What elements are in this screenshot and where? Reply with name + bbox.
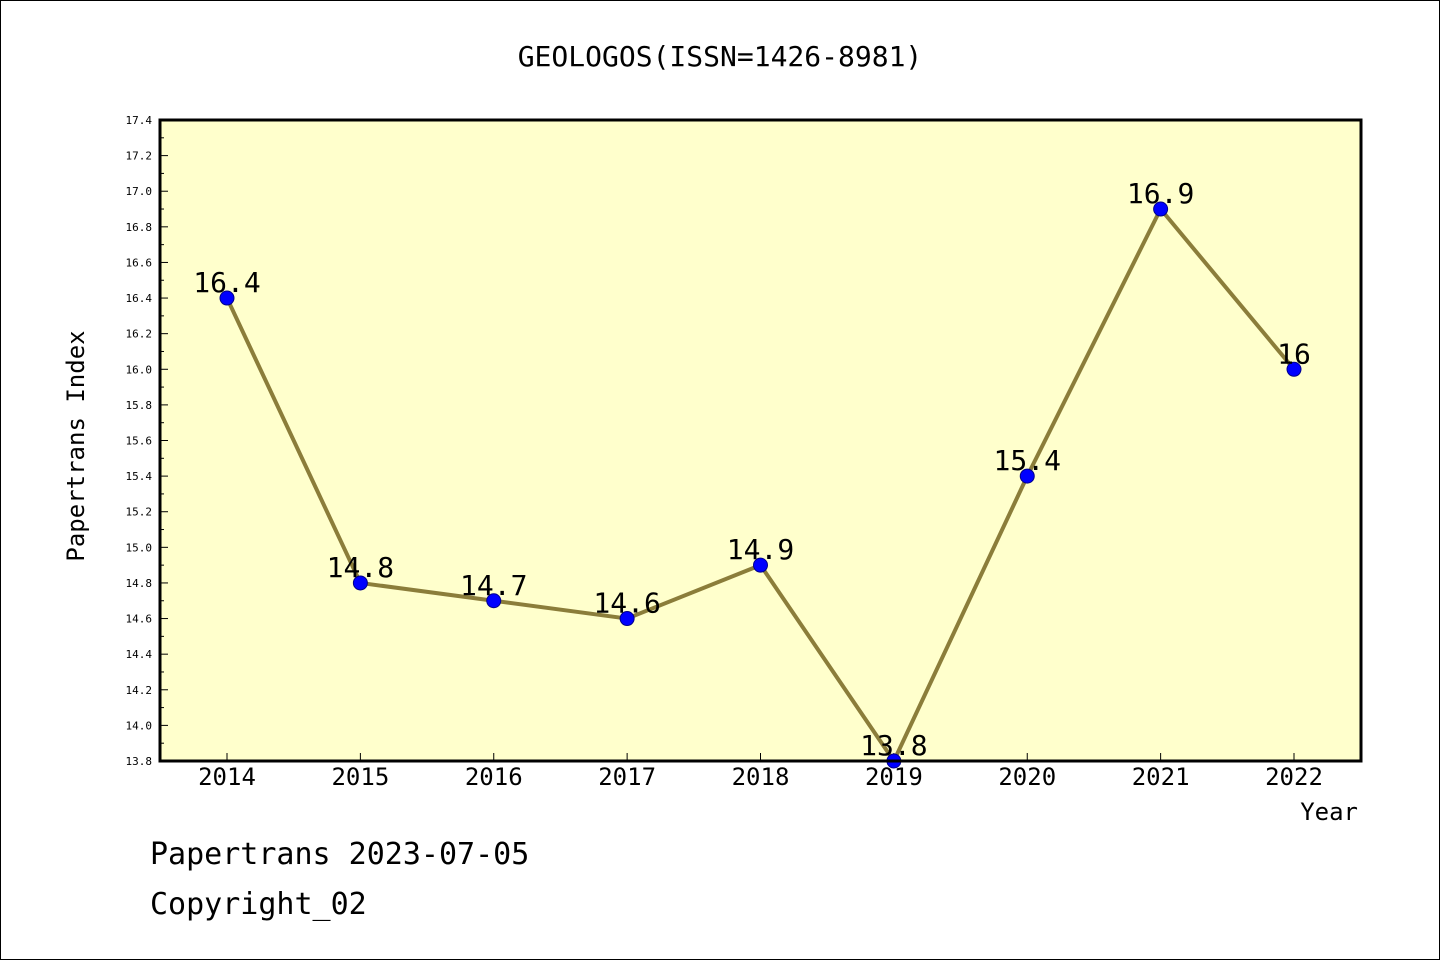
footer-copyright: Copyright_02	[150, 887, 367, 922]
data-label: 14.6	[593, 587, 660, 620]
y-tick-label: 14.0	[126, 719, 153, 732]
data-label: 16.4	[193, 266, 260, 299]
y-tick-label: 14.4	[126, 648, 153, 661]
y-tick-label: 14.6	[126, 613, 153, 626]
y-tick-label: 17.4	[126, 114, 153, 127]
data-label: 15.4	[994, 444, 1061, 477]
x-tick-label: 2022	[1265, 763, 1323, 791]
footer-date: Papertrans 2023-07-05	[150, 837, 529, 872]
y-tick-label: 16.6	[126, 256, 153, 269]
y-tick-label: 14.2	[126, 684, 153, 697]
data-label: 13.8	[860, 729, 927, 762]
x-tick-label: 2014	[198, 763, 256, 791]
data-label: 16	[1277, 337, 1311, 370]
x-axis-label: Year	[1300, 798, 1358, 826]
x-tick-label: 2020	[998, 763, 1056, 791]
y-tick-label: 16.2	[126, 328, 153, 341]
data-label: 16.9	[1127, 177, 1194, 210]
y-tick-label: 15.4	[126, 470, 153, 483]
x-tick-label: 2017	[598, 763, 656, 791]
data-label: 14.9	[727, 533, 794, 566]
plot-area	[160, 120, 1361, 761]
y-tick-label: 16.0	[126, 363, 153, 376]
y-tick-label: 16.8	[126, 221, 153, 234]
y-tick-label: 13.8	[126, 755, 153, 768]
y-tick-label: 15.8	[126, 399, 153, 412]
data-label: 14.7	[460, 569, 527, 602]
y-tick-label: 16.4	[126, 292, 153, 305]
x-tick-label: 2016	[465, 763, 523, 791]
y-tick-label: 15.6	[126, 435, 153, 448]
y-tick-label: 14.8	[126, 577, 153, 590]
data-label: 14.8	[327, 551, 394, 584]
y-tick-label: 17.2	[126, 150, 153, 163]
y-axis-label: Papertrans Index	[62, 330, 90, 561]
y-tick-label: 15.2	[126, 506, 153, 519]
y-tick-label: 15.0	[126, 541, 153, 554]
x-tick-label: 2015	[331, 763, 389, 791]
chart-title: GEOLOGOS(ISSN=1426-8981)	[518, 40, 923, 73]
y-tick-label: 17.0	[126, 185, 153, 198]
x-tick-label: 2018	[732, 763, 790, 791]
x-tick-label: 2021	[1132, 763, 1190, 791]
